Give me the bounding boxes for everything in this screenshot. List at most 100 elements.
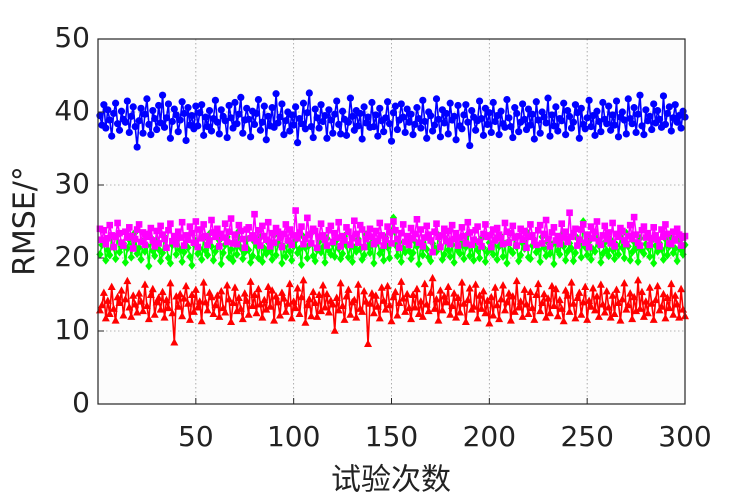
data-point [612, 97, 621, 105]
data-point [274, 228, 282, 236]
data-point [143, 95, 151, 103]
data-point [303, 300, 312, 309]
data-point [233, 120, 241, 128]
data-point [605, 251, 613, 261]
data-point [489, 98, 497, 107]
data-point [517, 225, 524, 233]
data-point [487, 243, 495, 251]
data-point [180, 294, 189, 302]
data-point [628, 314, 637, 323]
data-point [616, 316, 625, 324]
data-point [176, 116, 184, 124]
data-point [212, 233, 219, 241]
data-point [198, 234, 206, 242]
data-point [256, 300, 265, 308]
data-point [320, 303, 329, 311]
data-point [117, 286, 126, 294]
data-point [142, 301, 151, 309]
data-point [327, 222, 335, 230]
data-point [374, 132, 382, 140]
data-point [621, 237, 628, 244]
data-point [485, 109, 493, 117]
data-point [272, 292, 281, 300]
data-point [599, 232, 607, 239]
data-point [280, 230, 288, 238]
data-point [260, 295, 269, 304]
data-point [632, 244, 640, 253]
data-point [333, 97, 341, 105]
data-point [577, 104, 585, 112]
data-point [516, 297, 525, 305]
data-point [646, 241, 654, 249]
data-point [495, 231, 503, 238]
data-point [385, 300, 394, 309]
data-point [114, 219, 121, 227]
data-point [188, 260, 196, 270]
data-point [127, 112, 135, 120]
data-point [567, 124, 576, 132]
data-point [403, 289, 412, 298]
data-point [334, 305, 343, 314]
data-point [393, 125, 401, 134]
data-point [401, 247, 409, 257]
data-point [338, 107, 347, 115]
data-point [206, 237, 213, 244]
data-point [487, 292, 496, 301]
data-point [401, 238, 409, 246]
data-point [200, 131, 208, 139]
data-point [112, 254, 120, 264]
data-point [554, 232, 562, 240]
data-point [599, 98, 607, 107]
data-point [303, 109, 311, 117]
data-point [194, 243, 202, 251]
data-point [276, 234, 284, 241]
data-point [211, 96, 219, 104]
data-point [466, 251, 474, 261]
data-point [569, 299, 578, 307]
data-point [350, 243, 358, 253]
data-point [547, 281, 556, 290]
data-point [524, 309, 533, 318]
data-point [309, 133, 317, 142]
data-point [403, 105, 411, 113]
data-point [614, 249, 623, 259]
data-point [564, 106, 572, 115]
data-point [258, 313, 267, 321]
data-point [194, 122, 202, 130]
data-point [568, 233, 575, 241]
data-point [252, 109, 261, 118]
data-point [637, 287, 646, 296]
data-point [415, 114, 423, 123]
data-point [245, 115, 253, 123]
data-point [593, 218, 601, 225]
data-point [642, 239, 650, 249]
data-point [291, 303, 300, 312]
data-point [544, 294, 553, 302]
data-point [667, 279, 676, 288]
data-point [555, 295, 564, 304]
data-point [192, 218, 200, 225]
data-point [511, 234, 519, 241]
data-point [671, 101, 679, 109]
data-point [174, 302, 183, 310]
data-point [643, 308, 652, 317]
data-point [219, 234, 227, 241]
data-point [530, 135, 538, 143]
data-point [182, 232, 190, 239]
data-point [486, 232, 493, 239]
data-point [377, 283, 386, 291]
data-point [552, 237, 560, 244]
data-point [435, 233, 442, 241]
data-point [286, 226, 294, 233]
data-point [356, 221, 364, 229]
data-point [215, 312, 224, 320]
data-point [472, 126, 480, 134]
data-point [527, 221, 534, 228]
data-point [127, 252, 135, 262]
data-point [410, 303, 419, 311]
data-point [342, 131, 351, 139]
data-point [405, 303, 414, 312]
data-point [230, 283, 239, 291]
data-point [567, 278, 576, 286]
data-point [507, 229, 515, 237]
